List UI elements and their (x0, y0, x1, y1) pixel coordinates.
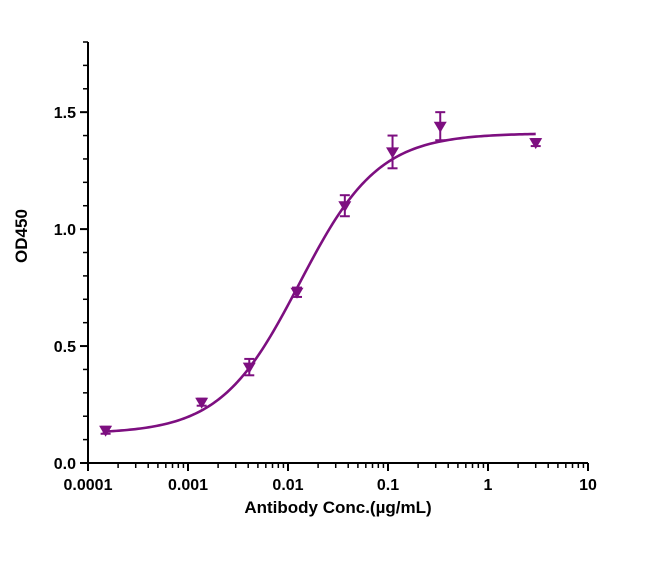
triangle-down-marker (433, 121, 447, 133)
y-axis-ticks: 0.0 0.5 1.0 1.5 (54, 41, 88, 473)
triangle-down-marker (338, 201, 352, 213)
triangle-down-marker (386, 147, 400, 159)
y-tick-label: 1.5 (54, 105, 76, 122)
triangle-down-marker (195, 397, 209, 409)
error-bars (100, 111, 541, 435)
series-antibody-binding (99, 111, 543, 437)
data-point-markers (99, 121, 543, 437)
triangle-down-marker (99, 425, 113, 437)
x-axis-ticks: 0.0001 0.001 0.01 0.1 1 10 (64, 463, 597, 494)
fit-curve (102, 132, 536, 434)
triangle-down-marker (529, 138, 543, 150)
axes (87, 42, 588, 464)
x-tick-label: 0.001 (168, 477, 208, 494)
triangle-down-marker (242, 362, 256, 374)
x-tick-label: 10 (579, 477, 597, 494)
x-tick-label: 0.01 (272, 477, 303, 494)
y-tick-label: 0.0 (54, 456, 76, 473)
x-axis-label: Antibody Conc.(µg/mL) (244, 498, 432, 517)
x-tick-label: 0.0001 (64, 477, 113, 494)
y-tick-label: 1.0 (54, 222, 76, 239)
y-axis-label: OD450 (12, 209, 31, 263)
y-tick-label: 0.5 (54, 339, 76, 356)
triangle-down-marker (290, 287, 304, 299)
x-tick-label: 0.1 (377, 477, 399, 494)
x-tick-label: 1 (484, 477, 493, 494)
